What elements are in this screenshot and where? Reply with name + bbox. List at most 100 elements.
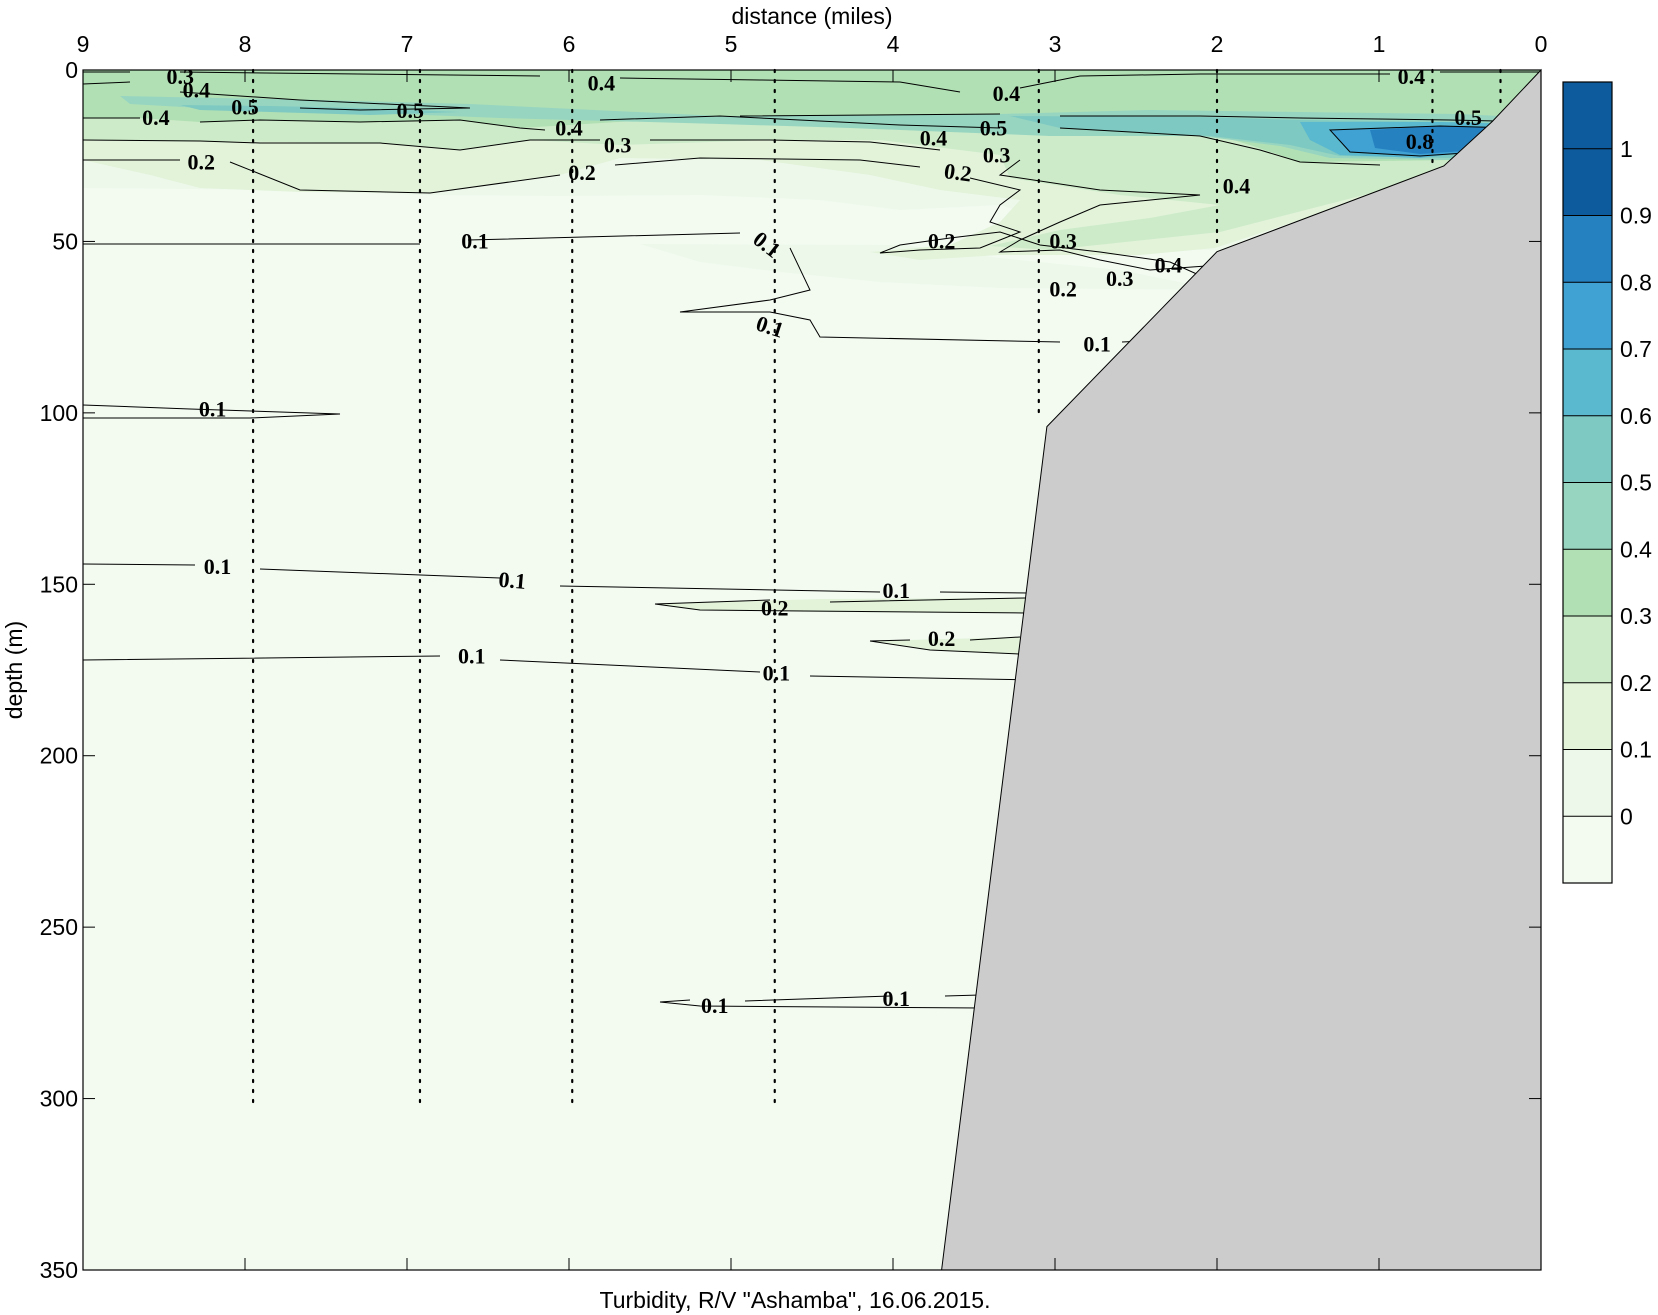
colorbar-band [1563, 482, 1612, 550]
chart-caption: Turbidity, R/V "Ashamba", 16.06.2015. [600, 1287, 991, 1313]
colorbar-band [1563, 282, 1612, 350]
contour-line-0.3-top [83, 139, 1281, 271]
colorbar-band [1563, 349, 1612, 417]
contour-label: 0.1 [1083, 331, 1111, 356]
colorbar-band [1563, 415, 1612, 483]
colorbar-tick-label: 0.6 [1620, 403, 1652, 429]
contour-label: 0.2 [1049, 276, 1077, 301]
contour-label: 0.5 [1454, 105, 1482, 130]
colorbar-tick-label: 0.5 [1620, 470, 1652, 496]
x-axis: 9 8 7 6 5 4 3 2 1 0 [77, 31, 1548, 1270]
contour-label: 0.5 [396, 98, 424, 123]
x-axis-title: distance (miles) [731, 3, 892, 29]
contour-label: 0.1 [763, 660, 791, 685]
band-0.1-0.2-deep [640, 244, 1220, 290]
x-tick-label: 6 [563, 31, 576, 57]
x-tick-label: 4 [887, 31, 900, 57]
contour-label: 0.2 [761, 595, 789, 620]
y-tick-label: 150 [40, 571, 78, 597]
contour-label: 0.1 [882, 986, 910, 1011]
contour-line-0.5-top [83, 81, 1541, 123]
colorbar-tick-label: 0.3 [1620, 603, 1652, 629]
contour-label: 0.3 [166, 64, 194, 89]
x-tick-label: 8 [239, 31, 252, 57]
y-tick-label: 0 [65, 57, 78, 83]
contour-label: 0.3 [1106, 266, 1134, 291]
stations [252, 68, 1502, 1110]
colorbar-band [1563, 148, 1612, 216]
colorbar: 0 0.1 0.2 0.3 0.4 0.5 0.6 0.7 0.8 0.9 1 [1562, 81, 1652, 884]
contour-label: 0.1 [882, 578, 910, 603]
y-tick-label: 100 [40, 400, 78, 426]
colorbar-tick-label: 0.9 [1620, 203, 1652, 229]
contour-line-0.2-b [869, 636, 1021, 655]
y-tick-label: 300 [40, 1086, 78, 1112]
y-axis: 0 50 100 150 200 250 300 350 [40, 57, 1541, 1283]
colorbar-tick-label: 0.7 [1620, 336, 1652, 362]
colorbar-tick-label: 0.2 [1620, 670, 1652, 696]
contour-line-0.2-a [654, 597, 1026, 614]
contour-label: 0.4 [588, 71, 616, 96]
colorbar-band [1563, 616, 1612, 684]
colorbar-band [1563, 82, 1612, 150]
band-0.2-0.3-thin-b [870, 637, 1020, 654]
colorbar-band [1563, 215, 1612, 283]
contour-label: 0.4 [993, 81, 1021, 106]
contour-line-0.1-b [83, 404, 341, 419]
colorbar-band [1563, 682, 1612, 750]
y-tick-label: 200 [40, 743, 78, 769]
colorbar-tick-label: 0.4 [1620, 536, 1652, 562]
contour-label: 0.4 [1155, 252, 1183, 277]
colorbar-tick-label: 0 [1620, 803, 1633, 829]
x-tick-label: 2 [1211, 31, 1224, 57]
contour-label: 0.1 [458, 643, 486, 668]
colorbar-band [1563, 549, 1612, 617]
x-tick-label: 3 [1049, 31, 1062, 57]
colorbar-tick-label: 0.8 [1620, 269, 1652, 295]
contour-label: 0.4 [920, 126, 948, 151]
contour-label: 0.4 [183, 78, 211, 103]
contour-label: 0.4 [142, 105, 170, 130]
x-tick-label: 1 [1373, 31, 1386, 57]
contour-line-0.1-e [659, 994, 981, 1009]
contour-label: 0.2 [943, 158, 974, 187]
x-tick-label: 7 [401, 31, 414, 57]
contour-fills [83, 70, 1541, 654]
contour-lines [83, 71, 1541, 1009]
contour-label: 0.1 [701, 993, 729, 1018]
contour-line-0.2-top [83, 157, 1251, 283]
contour-label: 0.2 [928, 626, 956, 651]
contour-label: 0.3 [983, 143, 1011, 168]
colorbar-tick-label: 0.1 [1620, 737, 1652, 763]
contour-label: 0.5 [980, 115, 1008, 140]
contour-label: 0.4 [1398, 64, 1426, 89]
band-0.5-0.6 [120, 96, 1541, 160]
contour-line-0.1-d [83, 655, 1041, 681]
y-axis-title: depth (m) [1, 621, 27, 719]
contour-line-0.1-a [83, 232, 1166, 343]
band-0.2-0.3-thin-a [655, 598, 1025, 613]
contour-label: 0.1 [204, 554, 232, 579]
x-tick-label: 0 [1535, 31, 1548, 57]
contour-label: 0.2 [188, 150, 216, 175]
contour-label: 0.2 [928, 228, 956, 253]
contour-label: 0.5 [231, 95, 259, 120]
colorbar-band [1563, 816, 1612, 884]
y-tick-label: 250 [40, 914, 78, 940]
contour-label: 0.2 [568, 160, 596, 185]
contour-line-0.4-top [83, 115, 1541, 166]
contour-label: 0.4 [1223, 174, 1251, 199]
contour-line-0.1-c [83, 563, 1031, 594]
contour-label: 0.1 [461, 228, 489, 253]
band-0.6-0.7 [180, 105, 460, 115]
contour-line-0.4-surface [83, 71, 1541, 93]
contour-label: 0.3 [1049, 228, 1077, 253]
contour-label: 0.3 [604, 132, 632, 157]
x-tick-label: 9 [77, 31, 90, 57]
x-tick-label: 5 [725, 31, 738, 57]
colorbar-frame [1562, 81, 1613, 884]
contour-label: 0.8 [1406, 129, 1434, 154]
contour-labels: 0.30.40.50.4 0.50.40.40.30.2 0.20.40.50.40… [142, 64, 1482, 1018]
plot-frame [82, 69, 1542, 1271]
